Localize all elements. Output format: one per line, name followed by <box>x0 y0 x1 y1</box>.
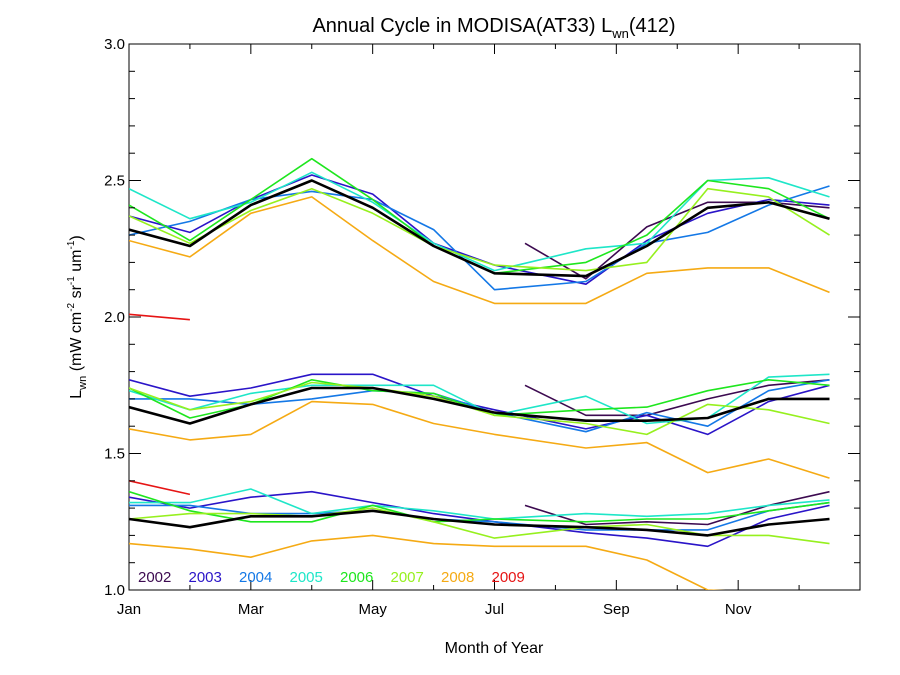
x-tick-label: Jul <box>485 601 504 618</box>
series-mean-line-3 <box>129 509 830 537</box>
series-2005-line-2 <box>129 373 830 425</box>
series-2002-line-1 <box>524 201 830 280</box>
legend-item-2007: 2007 <box>391 569 424 586</box>
series-2007 <box>129 187 830 545</box>
series-2007-line-3 <box>129 507 830 545</box>
series-2007-line-1 <box>129 187 830 272</box>
y-axis-label: Lwn (mW cm-2 sr-1 um-1) <box>66 235 89 398</box>
series-2003 <box>129 174 830 548</box>
series-2005 <box>129 171 830 520</box>
series-2009 <box>129 313 191 596</box>
y-tick-label: 1.5 <box>104 446 125 463</box>
x-tick-label: May <box>358 601 387 618</box>
legend-item-2005: 2005 <box>290 569 323 586</box>
series-2009-line-3 <box>129 593 134 596</box>
series-2008-line-2 <box>129 400 830 479</box>
y-tick-label: 1.0 <box>104 582 125 599</box>
legend-item-2006: 2006 <box>340 569 373 586</box>
y-tick-label: 3.0 <box>104 36 125 53</box>
legend: 2002 2003 2004 2005 2006 2007 2008 2009 <box>138 569 525 586</box>
series-2006-line-3 <box>129 490 830 523</box>
chart-title: Annual Cycle in MODISA(AT33) Lwn(412) <box>312 15 675 41</box>
x-tick-label: Sep <box>603 601 630 618</box>
legend-item-2004: 2004 <box>239 569 272 586</box>
series-2008-line-3 <box>129 534 726 590</box>
series-2006 <box>129 157 830 523</box>
x-tick-label: Mar <box>238 601 264 618</box>
legend-item-2003: 2003 <box>189 569 222 586</box>
y-tick-label: 2.5 <box>104 173 125 190</box>
series-layer <box>129 157 830 596</box>
series-2009-line-1 <box>129 313 190 321</box>
legend-item-2008: 2008 <box>441 569 474 586</box>
series-2004 <box>129 185 830 531</box>
legend-item-2002: 2002 <box>138 569 171 586</box>
x-tick-label: Jan <box>117 601 141 618</box>
series-2005-line-3 <box>129 488 830 520</box>
series-mean-line-2 <box>129 386 830 425</box>
y-tick-label: 2.0 <box>104 309 125 326</box>
plot-area: Jan Mar May Jul Sep Nov 1.0 1.5 2.0 2.5 3.0 <box>104 36 861 618</box>
series-2008 <box>129 196 830 590</box>
series-mean-line-1 <box>129 179 830 278</box>
series-2005-line-1 <box>129 171 830 272</box>
x-axis-label: Month of Year <box>445 640 544 657</box>
series-2002 <box>524 201 830 526</box>
series-2009-line-2 <box>129 480 191 496</box>
series-2003-line-3 <box>129 490 830 548</box>
series-mean <box>129 179 830 537</box>
legend-item-2009: 2009 <box>492 569 525 586</box>
series-2008-line-1 <box>129 196 830 305</box>
ticks-layer: Jan Mar May Jul Sep Nov 1.0 1.5 2.0 2.5 3.0 <box>104 36 861 618</box>
x-tick-label: Nov <box>725 601 752 618</box>
